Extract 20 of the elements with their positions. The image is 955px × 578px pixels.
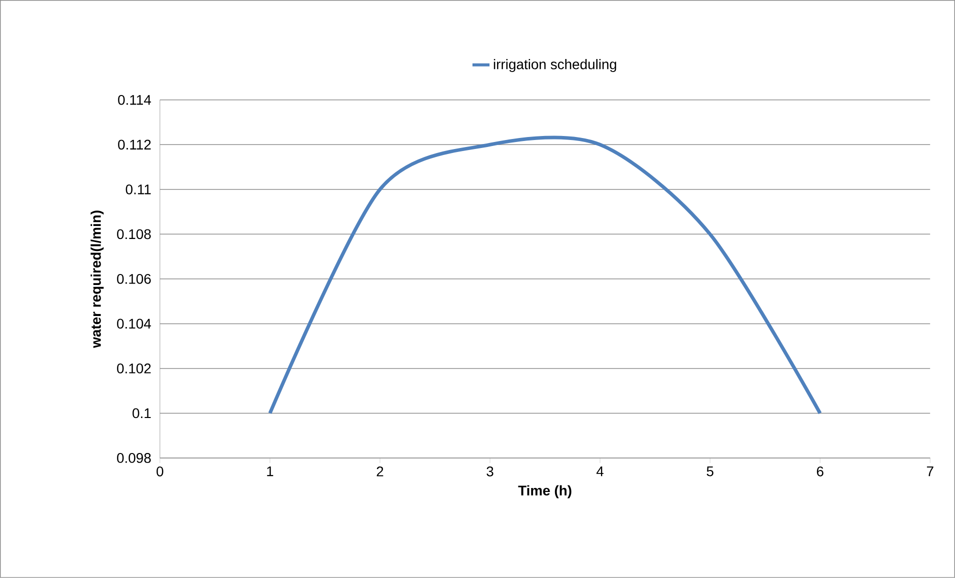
y-tick-label: 0.102 xyxy=(117,364,151,374)
x-tick-label: 7 xyxy=(926,466,934,476)
x-tick-label: 6 xyxy=(816,466,824,476)
y-tick-label: 0.106 xyxy=(117,274,151,284)
y-axis-title: water required(l/min) xyxy=(90,210,104,348)
x-tick-label: 4 xyxy=(596,466,604,476)
x-tick-label: 5 xyxy=(706,466,714,476)
x-tick-label: 1 xyxy=(267,466,274,476)
y-tick-label: 0.108 xyxy=(117,229,151,240)
x-tick-label: 2 xyxy=(376,466,384,476)
x-tick-label: 3 xyxy=(486,466,494,476)
y-tick-label: 0.114 xyxy=(118,94,151,105)
y-tick-label: 0.1 xyxy=(132,408,151,418)
legend-label: irrigation scheduling xyxy=(494,59,616,72)
y-tick-label: 0.11 xyxy=(126,184,151,194)
x-axis-title: Time (h) xyxy=(518,485,572,498)
y-tick-label: 0.104 xyxy=(117,318,151,329)
y-tick-label: 0.112 xyxy=(118,140,151,150)
x-tick-label: 0 xyxy=(156,466,164,476)
y-tick-label: 0.098 xyxy=(117,453,151,463)
